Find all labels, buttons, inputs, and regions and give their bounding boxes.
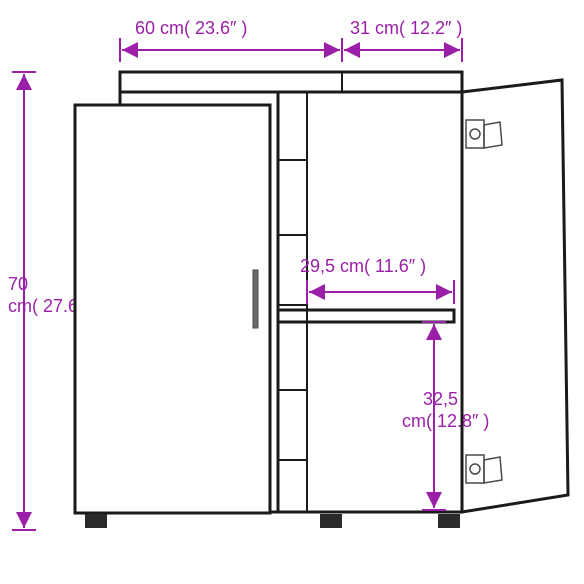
right-door-open — [462, 80, 568, 512]
cabinet-body — [75, 72, 568, 528]
foot-middle — [320, 514, 342, 528]
depth-label: 31 cm( 12.2″ ) — [350, 18, 462, 38]
height-label-top: 70 — [8, 274, 28, 294]
width-dimension: 60 cm( 23.6″ ) — [120, 18, 342, 62]
width-label: 60 cm( 23.6″ ) — [135, 18, 247, 38]
diagram-svg: 60 cm( 23.6″ ) 31 cm( 12.2″ ) 70 cm( 27.… — [0, 0, 584, 584]
shelf-height-label-top: 32,5 — [423, 389, 458, 409]
shelf-depth-label: 29,5 cm( 11.6″ ) — [300, 256, 426, 276]
cabinet-dimension-diagram: 60 cm( 23.6″ ) 31 cm( 12.2″ ) 70 cm( 27.… — [0, 0, 584, 584]
foot-left — [85, 514, 107, 528]
door-handle-left — [253, 270, 258, 328]
shelf — [278, 310, 454, 322]
shelf-height-label-bottom: cm( 12.8″ ) — [402, 411, 489, 431]
depth-dimension: 31 cm( 12.2″ ) — [342, 18, 462, 62]
foot-right — [438, 514, 460, 528]
